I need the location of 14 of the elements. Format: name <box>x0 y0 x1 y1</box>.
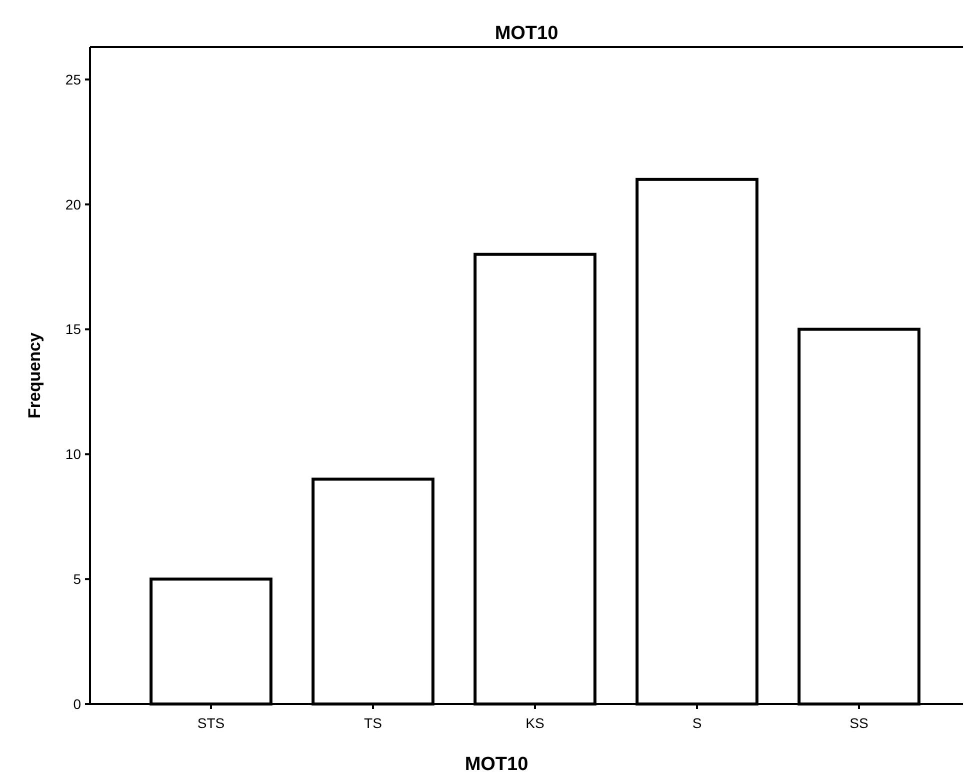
x-tick-label: SS <box>850 715 868 731</box>
x-tick-label: TS <box>364 715 382 731</box>
y-axis-title: Frequency <box>25 332 44 418</box>
y-tick-label: 15 <box>65 321 82 338</box>
y-tick-label: 20 <box>65 196 82 212</box>
x-axis-title: MOT10 <box>464 754 528 775</box>
x-tick-label: STS <box>197 715 225 731</box>
y-tick-label: 25 <box>65 71 82 88</box>
y-tick-label: 0 <box>73 696 82 712</box>
chart-title: MOT10 <box>494 23 558 44</box>
y-tick-label: 10 <box>65 446 82 462</box>
x-tick-label: S <box>692 715 702 731</box>
x-tick-label: KS <box>526 715 544 731</box>
y-tick-label: 5 <box>73 570 82 587</box>
